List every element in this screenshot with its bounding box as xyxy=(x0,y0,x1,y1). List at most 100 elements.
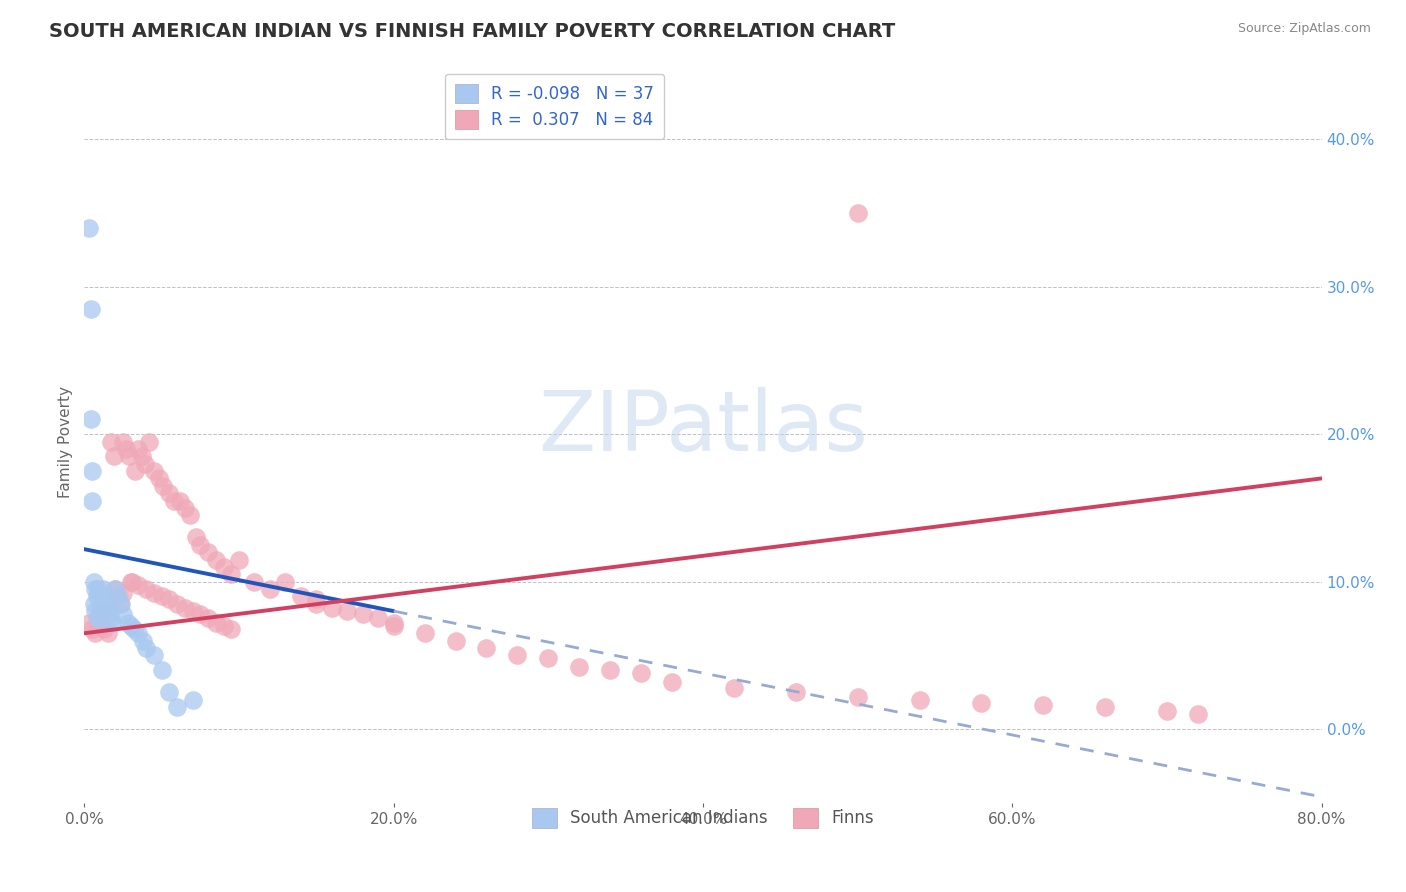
Point xyxy=(83,574,105,589)
Point xyxy=(152,479,174,493)
Point xyxy=(105,590,128,604)
Point xyxy=(150,663,173,677)
Point xyxy=(120,619,142,633)
Point xyxy=(96,601,118,615)
Point xyxy=(87,582,110,596)
Point xyxy=(290,590,312,604)
Point xyxy=(143,586,166,600)
Point xyxy=(115,442,138,456)
Point xyxy=(84,626,107,640)
Point xyxy=(104,582,127,596)
Point xyxy=(143,464,166,478)
Point xyxy=(101,615,124,630)
Point xyxy=(166,700,188,714)
Point xyxy=(86,590,108,604)
Point xyxy=(84,604,107,618)
Point xyxy=(135,582,157,596)
Point xyxy=(259,582,281,596)
Point xyxy=(205,552,228,566)
Point xyxy=(77,615,100,630)
Point xyxy=(121,574,143,589)
Point xyxy=(367,611,389,625)
Point xyxy=(188,538,211,552)
Point xyxy=(181,604,204,618)
Point xyxy=(159,592,180,607)
Point xyxy=(112,434,135,449)
Point xyxy=(110,597,132,611)
Point xyxy=(630,666,652,681)
Point xyxy=(127,577,149,591)
Point xyxy=(112,586,135,600)
Y-axis label: Family Poverty: Family Poverty xyxy=(58,385,73,498)
Point xyxy=(117,615,139,630)
Point xyxy=(83,597,105,611)
Point xyxy=(127,442,149,456)
Point xyxy=(166,597,188,611)
Point xyxy=(970,696,993,710)
Point xyxy=(197,611,219,625)
Point xyxy=(118,450,141,464)
Point xyxy=(174,601,197,615)
Point xyxy=(181,692,204,706)
Point xyxy=(89,604,111,618)
Point xyxy=(120,574,142,589)
Point xyxy=(228,552,250,566)
Point xyxy=(143,648,166,663)
Point xyxy=(336,604,359,618)
Point xyxy=(444,633,467,648)
Point xyxy=(100,611,122,625)
Point xyxy=(846,690,869,704)
Point xyxy=(132,633,155,648)
Point xyxy=(197,545,219,559)
Point xyxy=(212,560,235,574)
Point xyxy=(537,651,560,665)
Point xyxy=(84,582,107,596)
Point xyxy=(79,412,101,426)
Point xyxy=(82,493,104,508)
Text: ZIPatlas: ZIPatlas xyxy=(538,386,868,467)
Point xyxy=(382,619,405,633)
Point xyxy=(352,607,374,621)
Point xyxy=(785,685,807,699)
Point xyxy=(134,457,156,471)
Point xyxy=(212,619,235,633)
Point xyxy=(908,692,931,706)
Text: Source: ZipAtlas.com: Source: ZipAtlas.com xyxy=(1237,22,1371,36)
Point xyxy=(305,592,328,607)
Point xyxy=(159,486,180,500)
Point xyxy=(93,622,115,636)
Point xyxy=(599,663,621,677)
Point xyxy=(107,590,129,604)
Point xyxy=(243,574,266,589)
Point xyxy=(131,450,153,464)
Point xyxy=(184,530,207,544)
Point xyxy=(846,206,869,220)
Point xyxy=(82,464,104,478)
Point xyxy=(122,622,145,636)
Point xyxy=(148,471,170,485)
Point xyxy=(98,604,121,618)
Point xyxy=(179,508,201,523)
Point xyxy=(79,301,101,316)
Point xyxy=(1032,698,1054,713)
Point xyxy=(96,626,118,640)
Point xyxy=(112,607,135,621)
Point xyxy=(163,493,186,508)
Point xyxy=(475,640,498,655)
Point xyxy=(93,590,115,604)
Point xyxy=(159,685,180,699)
Point xyxy=(723,681,745,695)
Point xyxy=(138,434,160,449)
Point xyxy=(82,622,104,636)
Point xyxy=(86,611,108,625)
Point xyxy=(219,567,242,582)
Point xyxy=(89,590,111,604)
Point xyxy=(305,597,328,611)
Point xyxy=(91,582,114,596)
Point xyxy=(274,574,297,589)
Point xyxy=(100,434,122,449)
Point xyxy=(103,450,125,464)
Point xyxy=(661,674,683,689)
Point xyxy=(90,619,112,633)
Point xyxy=(382,615,405,630)
